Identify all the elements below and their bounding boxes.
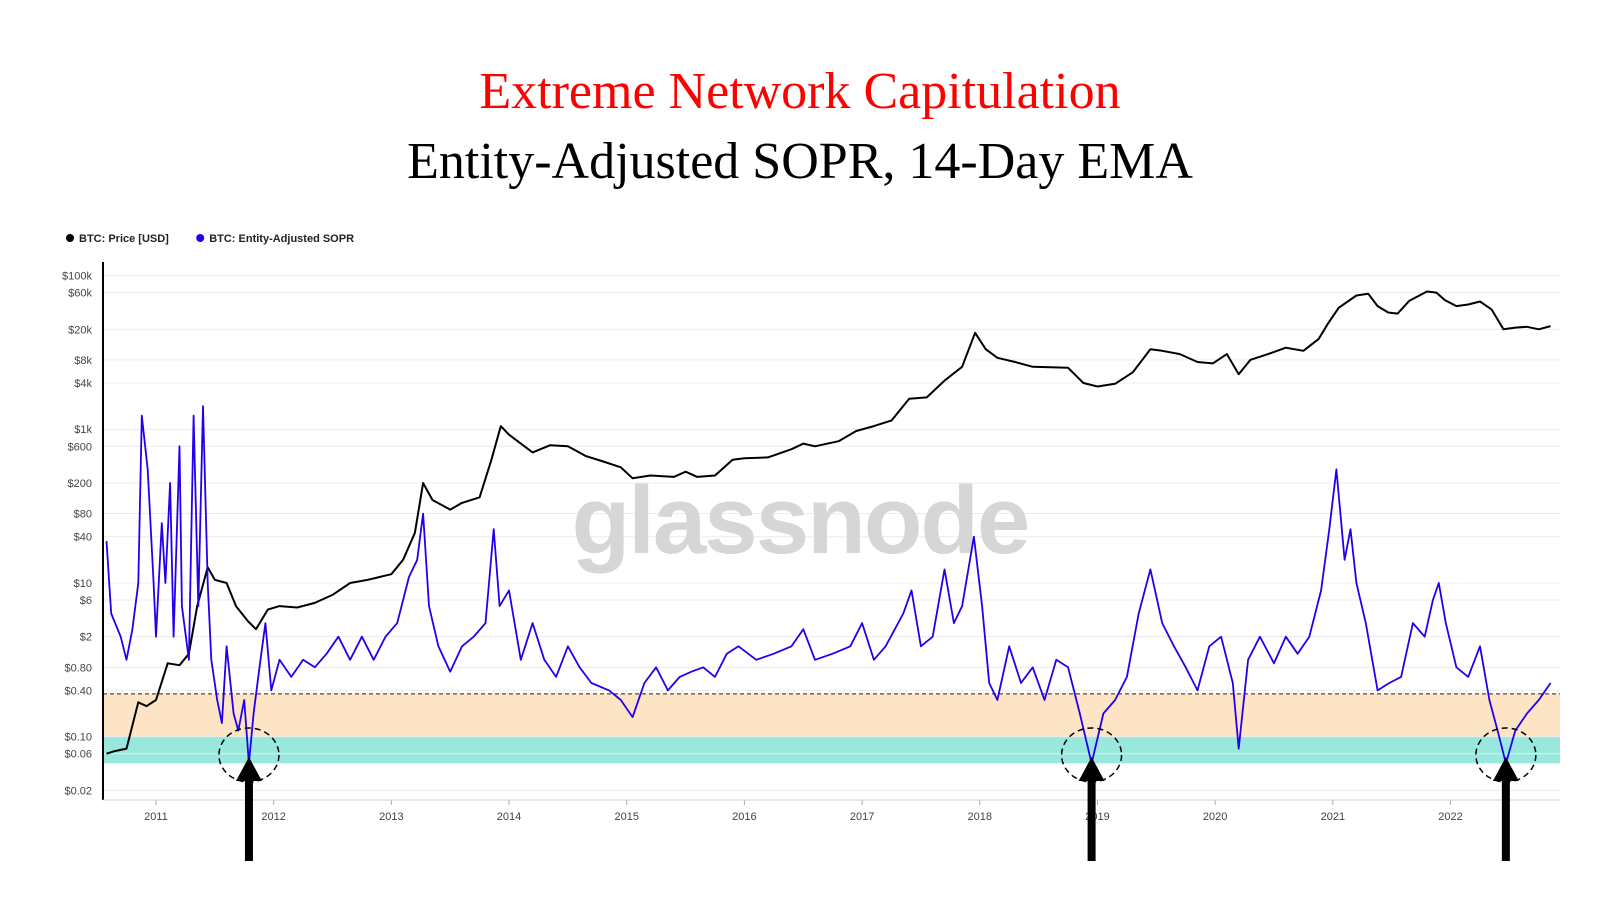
x-axis-ticks: 2011 2012 2013 2014 2015 2016 2017 2018 2019 2020… bbox=[144, 800, 1463, 823]
watermark: glassnode bbox=[572, 467, 1029, 574]
arrow-shaft bbox=[1501, 780, 1510, 861]
arrow-shaft bbox=[1087, 780, 1096, 861]
chart-title: Extreme Network Capitulation bbox=[479, 63, 1121, 120]
y-tick-label: $10 bbox=[74, 578, 92, 590]
legend-marker bbox=[196, 234, 205, 242]
threshold-bands bbox=[103, 693, 1560, 764]
y-tick-label: $600 bbox=[68, 441, 92, 453]
x-tick-label: 2011 bbox=[144, 811, 168, 823]
y-tick-label: $0.02 bbox=[64, 785, 92, 797]
y-tick-label: $100k bbox=[62, 271, 92, 283]
chart-subtitle: Entity-Adjusted SOPR, 14-Day EMA bbox=[407, 133, 1193, 190]
y-tick-label: $8k bbox=[74, 355, 92, 367]
y-tick-label: $0.06 bbox=[64, 749, 92, 761]
x-tick-label: 2014 bbox=[497, 811, 521, 823]
sopr-line bbox=[105, 405, 1552, 765]
legend-marker bbox=[66, 234, 74, 242]
arrow-head bbox=[235, 757, 262, 781]
y-tick-label: $0.10 bbox=[64, 732, 92, 744]
arrow-head bbox=[1078, 757, 1105, 781]
x-tick-label: 2016 bbox=[732, 811, 756, 823]
y-tick-label: $2 bbox=[80, 632, 92, 644]
x-tick-label: 2017 bbox=[850, 811, 874, 823]
legend-label: BTC: Price [USD] bbox=[79, 233, 169, 245]
y-tick-label: $0.80 bbox=[64, 662, 92, 674]
series-lines bbox=[105, 290, 1552, 765]
y-tick-label: $60k bbox=[68, 288, 92, 300]
y-axis-ticks: $100k $60k $20k $8k $4k $1k $600 $200 $80 $40 $10 $… bbox=[62, 271, 92, 798]
y-tick-label: $80 bbox=[74, 509, 92, 521]
y-tick-label: $4k bbox=[74, 378, 92, 390]
arrow-shaft bbox=[244, 780, 253, 861]
x-tick-label: 2015 bbox=[614, 811, 638, 823]
teal-zone bbox=[103, 736, 1560, 764]
arrow-head bbox=[1492, 757, 1519, 781]
y-tick-label: $0.40 bbox=[64, 685, 92, 697]
y-tick-label: $1k bbox=[74, 424, 92, 436]
y-tick-label: $6 bbox=[80, 595, 92, 607]
x-tick-label: 2012 bbox=[261, 811, 285, 823]
capitulation-annotations bbox=[218, 727, 1537, 861]
orange-zone bbox=[103, 693, 1560, 737]
x-tick-label: 2022 bbox=[1438, 811, 1462, 823]
x-tick-label: 2020 bbox=[1203, 811, 1227, 823]
price-line bbox=[106, 290, 1551, 755]
legend-label: BTC: Entity-Adjusted SOPR bbox=[209, 233, 354, 245]
x-tick-label: 2018 bbox=[968, 811, 992, 823]
y-tick-label: $200 bbox=[68, 478, 92, 490]
y-tick-label: $40 bbox=[74, 532, 92, 544]
x-tick-label: 2013 bbox=[379, 811, 403, 823]
x-tick-label: 2021 bbox=[1321, 811, 1345, 823]
gridlines bbox=[103, 275, 1560, 791]
legend: BTC: Price [USD] BTC: Entity-Adjusted SOP… bbox=[66, 233, 354, 245]
y-tick-label: $20k bbox=[68, 324, 92, 336]
